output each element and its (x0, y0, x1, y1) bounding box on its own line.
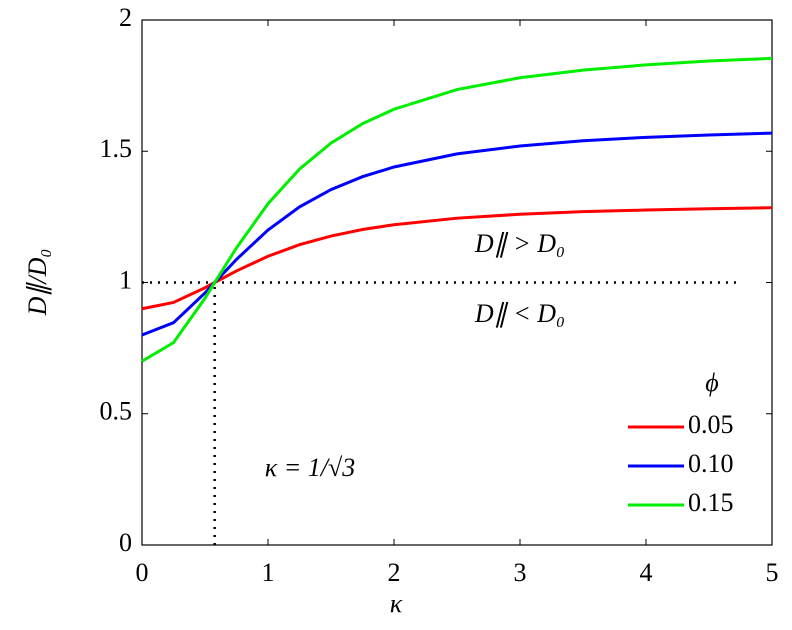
x-tick-label: 0 (136, 558, 149, 587)
annotation: κ = 1/√3 (265, 453, 356, 482)
y-tick-label: 1 (119, 265, 132, 294)
x-tick-label: 3 (514, 558, 527, 587)
series-line (141, 56, 773, 363)
legend-label: 0.15 (688, 488, 734, 517)
annotation: D∥ > D₀ (474, 229, 565, 258)
x-tick-label: 2 (388, 558, 401, 587)
x-tick-label: 1 (262, 558, 275, 587)
legend-label: 0.10 (688, 449, 734, 478)
legend-label: 0.05 (688, 410, 734, 439)
annotation: D∥ < D₀ (474, 299, 565, 328)
y-tick-label: 2 (119, 3, 132, 32)
x-axis-label: κ (390, 589, 403, 618)
y-tick-label: 0 (119, 528, 132, 557)
legend-title: ϕ (705, 368, 718, 397)
x-tick-label: 4 (640, 558, 653, 587)
y-tick-label: 1.5 (100, 134, 133, 163)
series-line (141, 131, 773, 337)
y-axis-label: D∥/D₀ (23, 249, 52, 317)
y-tick-label: 0.5 (100, 397, 133, 426)
x-tick-label: 5 (766, 558, 779, 587)
series-line (141, 206, 773, 311)
